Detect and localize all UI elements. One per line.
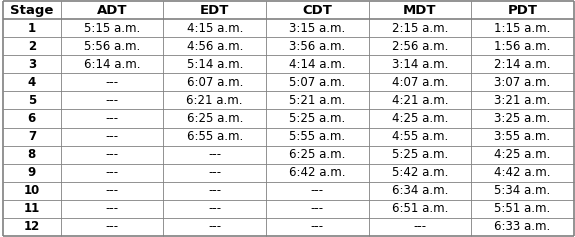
Text: 3:07 a.m.: 3:07 a.m.	[494, 76, 551, 89]
Text: 6:34 a.m.: 6:34 a.m.	[392, 184, 448, 197]
Text: 6:07 a.m.: 6:07 a.m.	[186, 76, 243, 89]
Text: 4:07 a.m.: 4:07 a.m.	[392, 76, 448, 89]
Text: ---: ---	[106, 130, 118, 143]
Text: 5:55 a.m.: 5:55 a.m.	[289, 130, 346, 143]
Text: ---: ---	[106, 94, 118, 107]
Text: ---: ---	[106, 112, 118, 125]
Text: PDT: PDT	[508, 4, 538, 17]
Text: 4:25 a.m.: 4:25 a.m.	[392, 112, 448, 125]
Text: MDT: MDT	[403, 4, 436, 17]
Text: 4:14 a.m.: 4:14 a.m.	[289, 58, 346, 71]
Text: 6:14 a.m.: 6:14 a.m.	[84, 58, 140, 71]
Text: 1:15 a.m.: 1:15 a.m.	[494, 22, 551, 35]
Text: 4:42 a.m.: 4:42 a.m.	[494, 166, 551, 179]
Text: 11: 11	[24, 202, 40, 215]
Text: ---: ---	[106, 148, 118, 161]
Text: ADT: ADT	[97, 4, 127, 17]
Text: 5:25 a.m.: 5:25 a.m.	[392, 148, 448, 161]
Text: 6:21 a.m.: 6:21 a.m.	[186, 94, 243, 107]
Text: 4:21 a.m.: 4:21 a.m.	[392, 94, 448, 107]
Text: ---: ---	[208, 220, 221, 233]
Text: 5:42 a.m.: 5:42 a.m.	[392, 166, 448, 179]
Text: ---: ---	[208, 166, 221, 179]
Text: 7: 7	[28, 130, 36, 143]
Text: 6:25 a.m.: 6:25 a.m.	[289, 148, 346, 161]
Text: 6:33 a.m.: 6:33 a.m.	[494, 220, 551, 233]
Text: 5: 5	[28, 94, 36, 107]
Text: 5:51 a.m.: 5:51 a.m.	[494, 202, 551, 215]
Text: 5:07 a.m.: 5:07 a.m.	[289, 76, 346, 89]
Text: ---: ---	[310, 202, 324, 215]
Text: 6: 6	[28, 112, 36, 125]
Text: CDT: CDT	[302, 4, 332, 17]
Text: ---: ---	[208, 184, 221, 197]
Text: 3:14 a.m.: 3:14 a.m.	[392, 58, 448, 71]
Text: 5:15 a.m.: 5:15 a.m.	[84, 22, 140, 35]
Text: 3:21 a.m.: 3:21 a.m.	[494, 94, 551, 107]
Text: 4:56 a.m.: 4:56 a.m.	[186, 40, 243, 53]
Text: 5:25 a.m.: 5:25 a.m.	[289, 112, 346, 125]
Text: ---: ---	[106, 184, 118, 197]
Text: 4:15 a.m.: 4:15 a.m.	[186, 22, 243, 35]
Text: Stage: Stage	[10, 4, 53, 17]
Text: 12: 12	[24, 220, 40, 233]
Text: 1: 1	[28, 22, 36, 35]
Text: 6:51 a.m.: 6:51 a.m.	[392, 202, 448, 215]
Text: ---: ---	[106, 202, 118, 215]
Text: 6:25 a.m.: 6:25 a.m.	[186, 112, 243, 125]
Text: EDT: EDT	[200, 4, 229, 17]
Text: 1:56 a.m.: 1:56 a.m.	[494, 40, 551, 53]
Text: 2: 2	[28, 40, 36, 53]
Text: 3:55 a.m.: 3:55 a.m.	[494, 130, 551, 143]
Text: 8: 8	[28, 148, 36, 161]
Text: 2:56 a.m.: 2:56 a.m.	[392, 40, 448, 53]
Text: 3:15 a.m.: 3:15 a.m.	[289, 22, 346, 35]
Text: 5:21 a.m.: 5:21 a.m.	[289, 94, 346, 107]
Text: ---: ---	[310, 184, 324, 197]
Text: 3: 3	[28, 58, 36, 71]
Text: 6:42 a.m.: 6:42 a.m.	[289, 166, 346, 179]
Text: 5:56 a.m.: 5:56 a.m.	[84, 40, 140, 53]
Text: 2:15 a.m.: 2:15 a.m.	[392, 22, 448, 35]
Text: 6:55 a.m.: 6:55 a.m.	[186, 130, 243, 143]
Text: 10: 10	[24, 184, 40, 197]
Text: 4:55 a.m.: 4:55 a.m.	[392, 130, 448, 143]
Text: 5:34 a.m.: 5:34 a.m.	[494, 184, 551, 197]
Text: 5:14 a.m.: 5:14 a.m.	[186, 58, 243, 71]
Text: 2:14 a.m.: 2:14 a.m.	[494, 58, 551, 71]
Text: 3:56 a.m.: 3:56 a.m.	[289, 40, 346, 53]
Text: 9: 9	[28, 166, 36, 179]
Text: ---: ---	[208, 148, 221, 161]
Text: ---: ---	[310, 220, 324, 233]
Text: ---: ---	[106, 166, 118, 179]
Text: ---: ---	[208, 202, 221, 215]
Text: 4:25 a.m.: 4:25 a.m.	[494, 148, 551, 161]
Text: 4: 4	[28, 76, 36, 89]
Text: ---: ---	[106, 76, 118, 89]
Text: 3:25 a.m.: 3:25 a.m.	[494, 112, 551, 125]
Text: ---: ---	[106, 220, 118, 233]
Text: ---: ---	[413, 220, 427, 233]
